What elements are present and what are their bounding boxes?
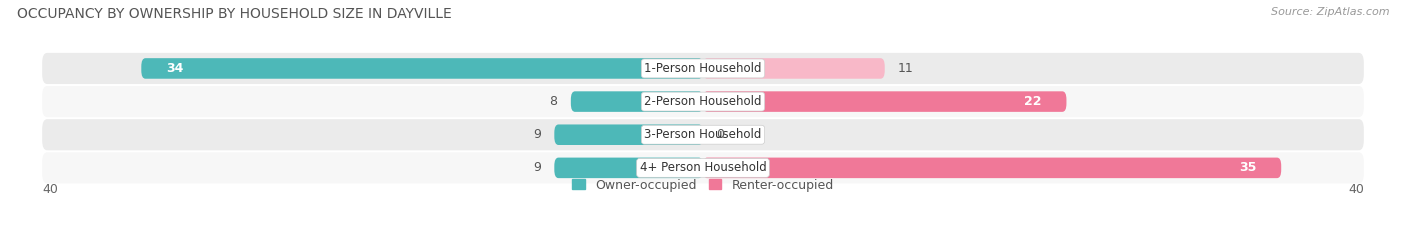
FancyBboxPatch shape <box>42 53 1364 84</box>
Text: 1-Person Household: 1-Person Household <box>644 62 762 75</box>
FancyBboxPatch shape <box>703 158 1281 178</box>
Text: 8: 8 <box>550 95 558 108</box>
FancyBboxPatch shape <box>571 91 703 112</box>
Text: 34: 34 <box>166 62 183 75</box>
Text: 0: 0 <box>716 128 724 141</box>
Text: 9: 9 <box>533 128 541 141</box>
Text: 22: 22 <box>1024 95 1042 108</box>
Text: 40: 40 <box>1348 183 1364 196</box>
FancyBboxPatch shape <box>42 119 1364 150</box>
Text: OCCUPANCY BY OWNERSHIP BY HOUSEHOLD SIZE IN DAYVILLE: OCCUPANCY BY OWNERSHIP BY HOUSEHOLD SIZE… <box>17 7 451 21</box>
Text: 35: 35 <box>1239 161 1257 174</box>
FancyBboxPatch shape <box>42 152 1364 183</box>
FancyBboxPatch shape <box>141 58 703 79</box>
Text: 40: 40 <box>42 183 58 196</box>
Text: 11: 11 <box>898 62 914 75</box>
Text: Source: ZipAtlas.com: Source: ZipAtlas.com <box>1271 7 1389 17</box>
Legend: Owner-occupied, Renter-occupied: Owner-occupied, Renter-occupied <box>568 174 838 197</box>
FancyBboxPatch shape <box>554 124 703 145</box>
Text: 2-Person Household: 2-Person Household <box>644 95 762 108</box>
FancyBboxPatch shape <box>703 91 1066 112</box>
FancyBboxPatch shape <box>703 58 884 79</box>
FancyBboxPatch shape <box>42 86 1364 117</box>
FancyBboxPatch shape <box>554 158 703 178</box>
Text: 4+ Person Household: 4+ Person Household <box>640 161 766 174</box>
Text: 9: 9 <box>533 161 541 174</box>
Text: 3-Person Household: 3-Person Household <box>644 128 762 141</box>
